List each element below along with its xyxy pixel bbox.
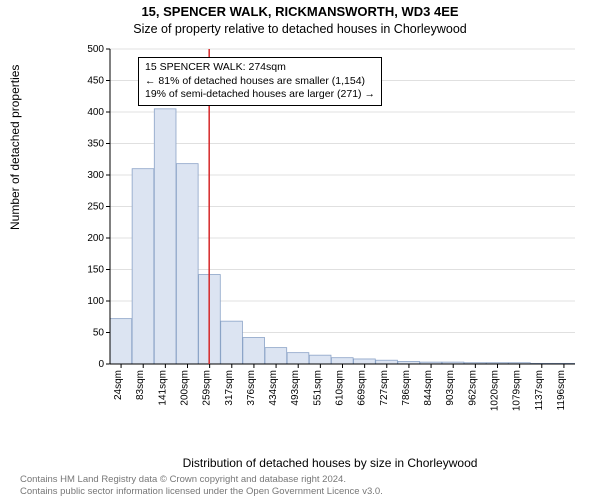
- x-tick-label: 317sqm: [224, 370, 235, 406]
- x-tick-label: 259sqm: [202, 370, 213, 406]
- svg-text:500: 500: [87, 44, 104, 55]
- title-sub: Size of property relative to detached ho…: [0, 22, 600, 36]
- histogram-bar: [243, 338, 265, 364]
- svg-text:250: 250: [87, 202, 104, 213]
- histogram-bar: [110, 319, 132, 364]
- x-tick-label: 200sqm: [180, 370, 191, 406]
- y-axis-label: Number of detached properties: [8, 65, 22, 230]
- x-tick-label: 727sqm: [379, 370, 390, 406]
- x-tick-label: 141sqm: [157, 370, 168, 406]
- x-tick-label: 669sqm: [357, 370, 368, 406]
- svg-text:0: 0: [98, 359, 104, 370]
- svg-text:350: 350: [87, 139, 104, 150]
- annotation-box: 15 SPENCER WALK: 274sqm← 81% of detached…: [138, 57, 382, 106]
- x-tick-label: 844sqm: [423, 370, 434, 406]
- x-tick-label: 376sqm: [246, 370, 257, 406]
- x-tick-label: 551sqm: [312, 370, 323, 406]
- x-axis-label: Distribution of detached houses by size …: [80, 456, 580, 470]
- x-tick-label: 1079sqm: [512, 370, 523, 411]
- histogram-bar: [221, 321, 243, 364]
- x-tick-label: 903sqm: [445, 370, 456, 406]
- x-tick-label: 493sqm: [290, 370, 301, 406]
- x-tick-label: 786sqm: [401, 370, 412, 406]
- histogram-bar: [331, 358, 353, 364]
- x-tick-label: 1196sqm: [556, 370, 567, 410]
- footer-line-1: Contains HM Land Registry data © Crown c…: [20, 474, 346, 485]
- x-tick-label: 434sqm: [268, 370, 279, 406]
- histogram-bar: [376, 360, 398, 364]
- annotation-line-2: ← 81% of detached houses are smaller (1,…: [145, 75, 375, 89]
- x-tick-label: 610sqm: [335, 370, 346, 406]
- x-tick-label: 962sqm: [467, 370, 478, 406]
- histogram-bar: [176, 164, 198, 364]
- histogram-bar: [354, 359, 376, 364]
- histogram-bar: [154, 109, 176, 364]
- x-tick-label: 1020sqm: [490, 370, 501, 411]
- x-tick-label: 24sqm: [113, 370, 124, 400]
- x-tick-label: 1137sqm: [534, 370, 545, 410]
- svg-text:50: 50: [93, 328, 105, 339]
- svg-text:450: 450: [87, 76, 104, 87]
- svg-text:150: 150: [87, 265, 104, 276]
- histogram-bar: [132, 169, 154, 364]
- annotation-line-3: 19% of semi-detached houses are larger (…: [145, 88, 375, 102]
- svg-text:200: 200: [87, 233, 104, 244]
- histogram-bar: [265, 348, 287, 364]
- histogram-bar: [309, 355, 331, 364]
- svg-text:400: 400: [87, 107, 104, 118]
- annotation-line-1: 15 SPENCER WALK: 274sqm: [145, 61, 375, 75]
- x-tick-label: 83sqm: [135, 370, 146, 400]
- footer-line-2: Contains public sector information licen…: [20, 486, 383, 497]
- svg-text:300: 300: [87, 170, 104, 181]
- histogram-bar: [287, 353, 309, 364]
- svg-text:100: 100: [87, 296, 104, 307]
- title-main: 15, SPENCER WALK, RICKMANSWORTH, WD3 4EE: [0, 4, 600, 19]
